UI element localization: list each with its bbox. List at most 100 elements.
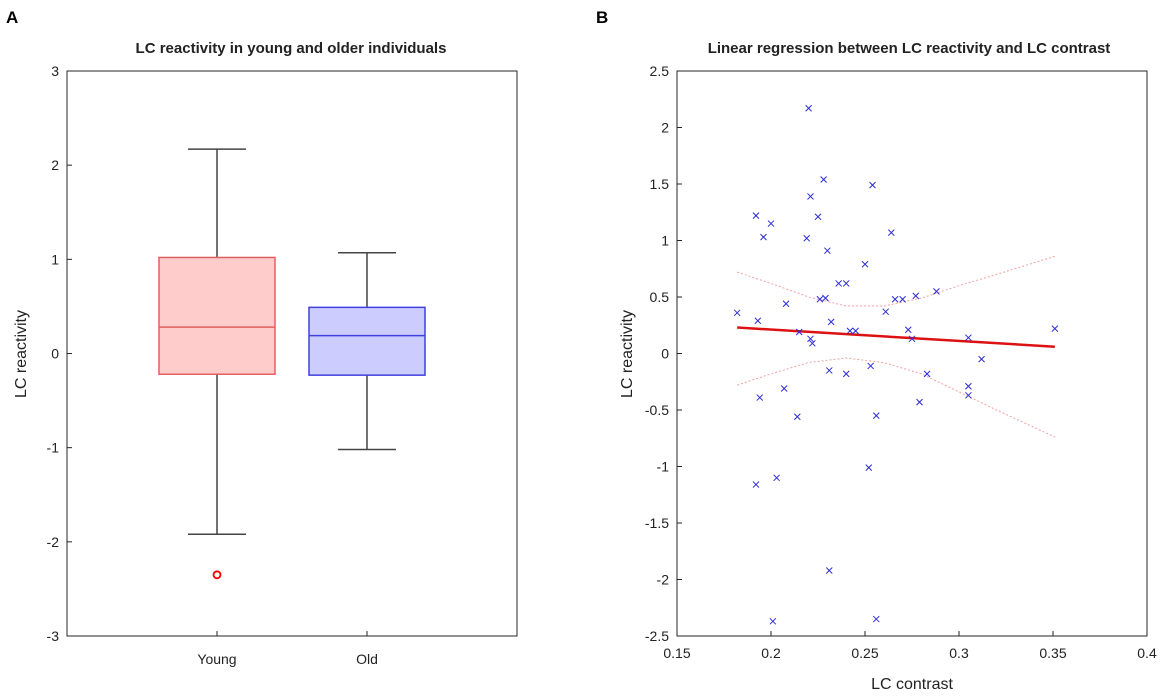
data-point-stroke [887, 229, 895, 236]
panel-b-letter: B [596, 8, 608, 27]
data-point-stroke [908, 335, 916, 343]
data-point-stroke [923, 370, 931, 378]
y-tick-label: -1 [657, 459, 670, 475]
data-point [872, 412, 880, 420]
data-point-stroke [807, 335, 814, 343]
data-point-stroke [891, 295, 899, 303]
data-point-stroke [769, 617, 777, 625]
data-point-stroke [773, 474, 780, 482]
panel-b-title: Linear regression between LC reactivity … [708, 40, 1111, 57]
data-point-stroke [842, 280, 850, 287]
box-young [158, 256, 276, 375]
data-point-stroke [867, 362, 874, 370]
data-point-stroke [756, 394, 764, 401]
y-tick-label: 2.5 [650, 63, 670, 79]
data-point-stroke [807, 193, 814, 200]
data-point-stroke [835, 280, 843, 287]
panel-b-x-ticks: 0.15 0.2 0.25 0.3 0.35 0.4 [663, 631, 1157, 661]
data-point-stroke [904, 326, 912, 334]
data-point [809, 339, 816, 347]
data-point-stroke [752, 481, 760, 488]
data-point [904, 326, 912, 334]
data-point [767, 220, 775, 227]
data-point [807, 193, 814, 200]
y-tick-label: -1.5 [645, 515, 669, 531]
data-point-stroke [780, 385, 788, 392]
data-point-stroke [965, 334, 972, 342]
data-point-stroke [805, 104, 812, 112]
data-point-stroke [760, 233, 767, 241]
data-point [923, 370, 931, 378]
panel-a-axes-frame [66, 70, 518, 637]
data-point-stroke [965, 391, 972, 399]
data-point [842, 370, 850, 378]
data-point [891, 295, 899, 303]
data-point [782, 300, 790, 308]
data-point [825, 567, 833, 574]
data-point-stroke [865, 464, 873, 471]
panel-a-letter: A [6, 8, 18, 27]
y-tick-label: -2 [657, 572, 670, 588]
data-point-stroke [1051, 325, 1059, 332]
data-point [780, 385, 788, 392]
y-tick-label: 0.5 [650, 289, 670, 305]
panel-a-y-label: LC reactivity [13, 310, 30, 398]
data-point [835, 280, 843, 287]
x-tick-label: 0.15 [663, 645, 690, 661]
panel-a-title: LC reactivity in young and older individ… [136, 40, 447, 57]
data-point-stroke [820, 176, 827, 183]
x-tick-label: 0.3 [949, 645, 969, 661]
data-point [822, 294, 829, 302]
data-point [827, 318, 835, 326]
data-point [899, 295, 906, 303]
data-point-stroke [827, 318, 835, 326]
data-point-stroke [912, 292, 920, 300]
data-point [865, 464, 873, 471]
y-tick-label: 0 [661, 346, 669, 362]
panel-b-y-ticks: -2.5 -2 -1.5 -1 -0.5 0 0.5 1 1.5 2 2.5 [645, 63, 682, 644]
data-point [867, 362, 874, 370]
panel-b-axes-frame [676, 70, 1148, 637]
data-point [933, 287, 940, 295]
panel-b-data-points [733, 104, 1059, 625]
panel-b-y-label: LC reactivity [619, 310, 636, 398]
data-point-stroke [822, 294, 829, 302]
data-point [1051, 325, 1059, 332]
data-point [807, 335, 814, 343]
data-point [754, 317, 762, 325]
data-point [814, 213, 822, 221]
panel-b-fit-line-group [737, 326, 1055, 348]
y-tick-label: -2 [47, 534, 60, 550]
data-point [872, 615, 880, 623]
panel-a-y-ticks: -3 -2 -1 0 1 2 3 [47, 63, 72, 644]
data-point [793, 413, 801, 421]
data-point-stroke [978, 355, 985, 363]
data-point [842, 280, 850, 287]
data-point [965, 334, 972, 342]
data-point [803, 234, 811, 242]
data-point-stroke [933, 287, 940, 295]
data-point-stroke [916, 398, 923, 406]
data-point-stroke [803, 234, 811, 242]
y-tick-label: -3 [47, 628, 60, 644]
data-point [912, 292, 920, 300]
y-tick-label: 1 [51, 251, 59, 267]
data-point-stroke [965, 382, 972, 390]
data-point [769, 617, 777, 625]
data-point [861, 260, 869, 268]
data-point [773, 474, 780, 482]
data-point-stroke [814, 213, 822, 221]
data-point [978, 355, 985, 363]
data-point [916, 398, 923, 406]
data-point [852, 327, 859, 335]
data-point-stroke [872, 615, 880, 623]
data-point-stroke [795, 328, 803, 336]
data-point [760, 233, 767, 241]
x-tick-label: 0.25 [851, 645, 878, 661]
y-tick-label: 3 [51, 63, 59, 79]
data-point [908, 335, 916, 343]
data-point [752, 212, 760, 219]
data-point-stroke [752, 212, 760, 219]
data-point-stroke [842, 370, 850, 378]
data-point-stroke [846, 327, 854, 335]
